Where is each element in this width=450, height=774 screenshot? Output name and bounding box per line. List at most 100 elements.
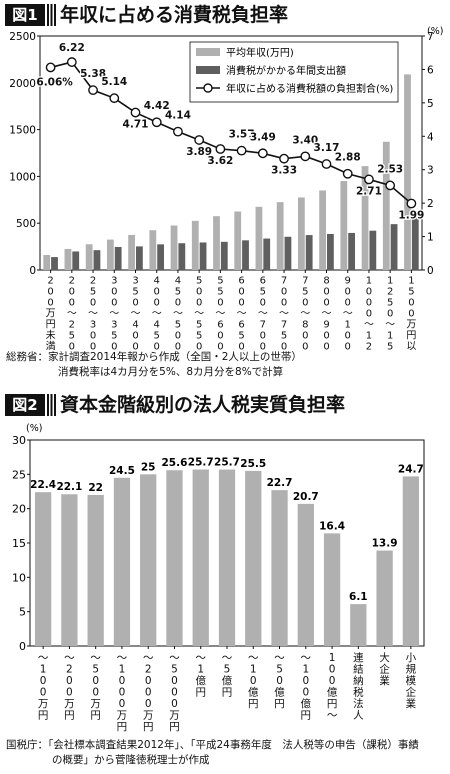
chart1-bar-taxable-spending: [242, 240, 249, 270]
chart2-x-label: 大企業: [379, 651, 390, 687]
chart1-legend-label-spending: 消費税がかかる年間支出額: [226, 64, 346, 77]
chart1-x-label-char: 0: [217, 298, 223, 309]
chart2-x-label-char: 0: [329, 675, 336, 687]
chart2-x-label-char: 1: [197, 663, 204, 675]
figure1-source-line-1: 総務省：家計調査2014年報から作成（全国・2人以上の世帯）: [6, 351, 302, 363]
chart2-x-label-char: 〜: [38, 652, 49, 664]
chart1-x-label: 450〜500: [173, 276, 183, 351]
chart1-x-label: 600〜650: [237, 276, 247, 351]
chart2-x-label-char: 0: [40, 675, 47, 687]
chart1-x-label-char: 0: [132, 342, 138, 351]
chart1-x-label-char: 0: [154, 342, 160, 351]
chart1-x-label-char: 0: [132, 298, 138, 309]
chart1-x-label-char: 5: [281, 331, 287, 342]
chart1-legend-label-ratio: 年収に占める消費税額の負担割合(%): [226, 82, 393, 95]
chart1-x-label: 400〜450: [152, 276, 162, 351]
figure2-header-stripes: [47, 394, 56, 416]
chart1-x-label-char: 0: [90, 342, 96, 351]
chart1-x-label-char: 0: [47, 298, 53, 309]
chart1-x-label-char: 0: [175, 342, 181, 351]
chart1-x-label-char: 〜: [194, 309, 204, 320]
chart1-bar-income: [361, 166, 369, 270]
chart1-x-label-char: 5: [217, 287, 223, 298]
chart2-x-label-char: 〜: [301, 652, 312, 664]
chart2-x-label-char: 億: [327, 685, 338, 698]
chart1-ratio-label: 6.22: [59, 42, 85, 54]
chart1-x-label-char: 0: [281, 342, 287, 351]
chart2-y-tick-label: 20: [12, 503, 26, 516]
chart2-bar: [245, 470, 262, 646]
chart1-x-label-char: 3: [111, 276, 117, 287]
chart1-ratio-point: [300, 151, 311, 162]
chart1-x-label-char: 円: [406, 331, 416, 342]
chart1-x-label-char: 万: [406, 320, 416, 331]
chart1-x-label-char: 0: [69, 342, 75, 351]
chart1-ratio-label: 2.71: [356, 185, 382, 197]
chart1-x-label-char: 5: [196, 320, 202, 331]
chart2-x-label-char: 人: [353, 709, 364, 721]
chart2-x-label-char: 円: [274, 698, 285, 710]
chart1-x-label-char: 6: [217, 320, 223, 331]
chart2-y-unit: (%): [26, 423, 42, 434]
chart1-ratio-point: [88, 85, 98, 96]
chart1-x-label-char: 0: [260, 342, 266, 351]
chart1-x-label-char: 以: [406, 342, 416, 351]
chart1-bar-taxable-spending: [390, 224, 398, 270]
chart2-x-label-char: 小: [406, 652, 417, 664]
chart1-x-label-char: 0: [196, 298, 202, 309]
chart1-x-label-char: 1: [387, 331, 393, 342]
chart1-x-label-char: 2: [90, 276, 96, 287]
chart1-x-label-char: 5: [238, 331, 244, 342]
chart1-ratio-point: [257, 148, 268, 159]
chart1-ratio-point: [321, 159, 332, 169]
chart2-y-tick-label: 5: [19, 606, 26, 619]
chart1-x-label-char: 0: [281, 287, 287, 298]
chart1-ratio-point: [130, 107, 141, 118]
chart1-bar-taxable-spending: [136, 246, 143, 270]
chart2-x-label-char: 0: [40, 686, 47, 698]
chart1-x-label-char: 〜: [67, 309, 77, 320]
chart1-x-label-char: 2: [366, 342, 372, 351]
chart2-value-label: 24.7: [398, 463, 424, 475]
chart2-x-label-char: 0: [145, 675, 152, 687]
chart1-y2-tick-label: 6: [427, 64, 434, 76]
chart1-x-label-char: 5: [408, 287, 414, 298]
chart1-x-label-char: 1: [387, 276, 393, 287]
chart1-bar-income: [64, 248, 72, 270]
chart2-bar: [271, 490, 288, 646]
chart1-legend-swatch-income: [196, 48, 220, 56]
chart2-value-label: 25.5: [240, 458, 266, 470]
figure1-badge: 図1: [5, 4, 45, 26]
chart1-ratio-label: 3.33: [271, 165, 297, 177]
chart1-bar-income: [85, 244, 93, 270]
chart2-bar: [140, 474, 157, 646]
chart1-bar-taxable-spending: [348, 232, 356, 270]
chart1-ratio-point: [406, 198, 417, 209]
chart1-x-label-char: 7: [302, 276, 308, 287]
chart2-x-label-char: 〜: [327, 709, 338, 721]
chart1-x-label-char: 0: [302, 342, 308, 351]
chart1-x-label: 350〜400: [131, 276, 141, 351]
chart1-y2-tick-label: 3: [427, 165, 434, 177]
chart1-y-tick-label: 2000: [9, 78, 36, 90]
chart2-x-label-char: 企: [406, 685, 417, 698]
chart1-ratio-label: 3.17: [314, 142, 340, 154]
chart2-x-label-char: 万: [117, 709, 128, 721]
chart1-ratio-label: 5.38: [80, 68, 106, 80]
chart1-bar-taxable-spending: [411, 217, 419, 270]
chart1-x-label-char: 4: [154, 320, 160, 331]
chart2-x-label-char: 1: [40, 663, 47, 675]
chart1-x-label: 700〜750: [279, 276, 289, 351]
chart2-x-label-char: 円: [38, 709, 49, 721]
chart2-x-label: 〜5億円: [222, 652, 233, 699]
chart1-bar-income: [404, 74, 411, 270]
chart1-ratio-point: [342, 168, 353, 179]
chart1-x-label-char: 0: [260, 298, 266, 309]
chart1-x-label-char: 9: [323, 320, 329, 331]
chart1-ratio-point: [279, 153, 289, 164]
chart2-x-label-char: 0: [119, 686, 126, 698]
chart2-x-label-char: 億: [301, 697, 312, 710]
